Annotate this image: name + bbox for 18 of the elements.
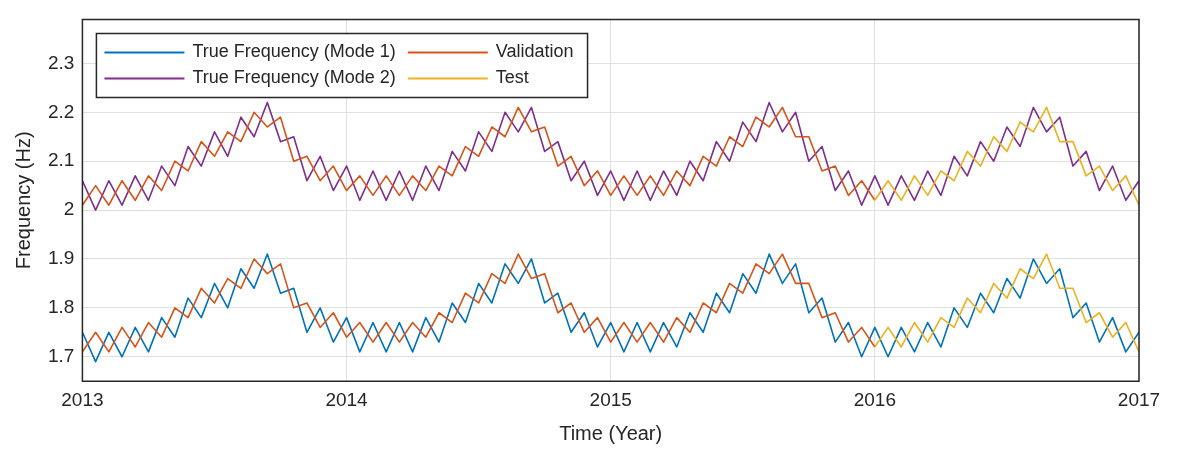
legend-label: Validation [495,41,574,62]
y-tick-label: 1.8 [47,296,75,318]
x-tick-label: 2017 [1117,388,1161,410]
legend-label: Test [495,67,529,88]
y-axis-title: Frequency (Hz) [11,131,34,270]
legend-label: True Frequency (Mode 1) [192,41,396,62]
x-axis-title: Time (Year) [559,421,663,444]
y-tick-label: 1.9 [47,247,75,269]
y-tick-label: 2 [63,198,75,220]
x-tick-label: 2014 [325,388,369,410]
y-tick-label: 2.2 [47,100,75,122]
x-tick-label: 2013 [61,388,104,410]
x-tick-label: 2015 [589,388,632,410]
legend-label: True Frequency (Mode 2) [192,67,396,88]
x-tick-label: 2016 [853,388,896,410]
y-tick-label: 1.7 [47,344,75,366]
y-tick-label: 2.1 [47,149,75,171]
y-tick-label: 2.3 [47,51,75,73]
